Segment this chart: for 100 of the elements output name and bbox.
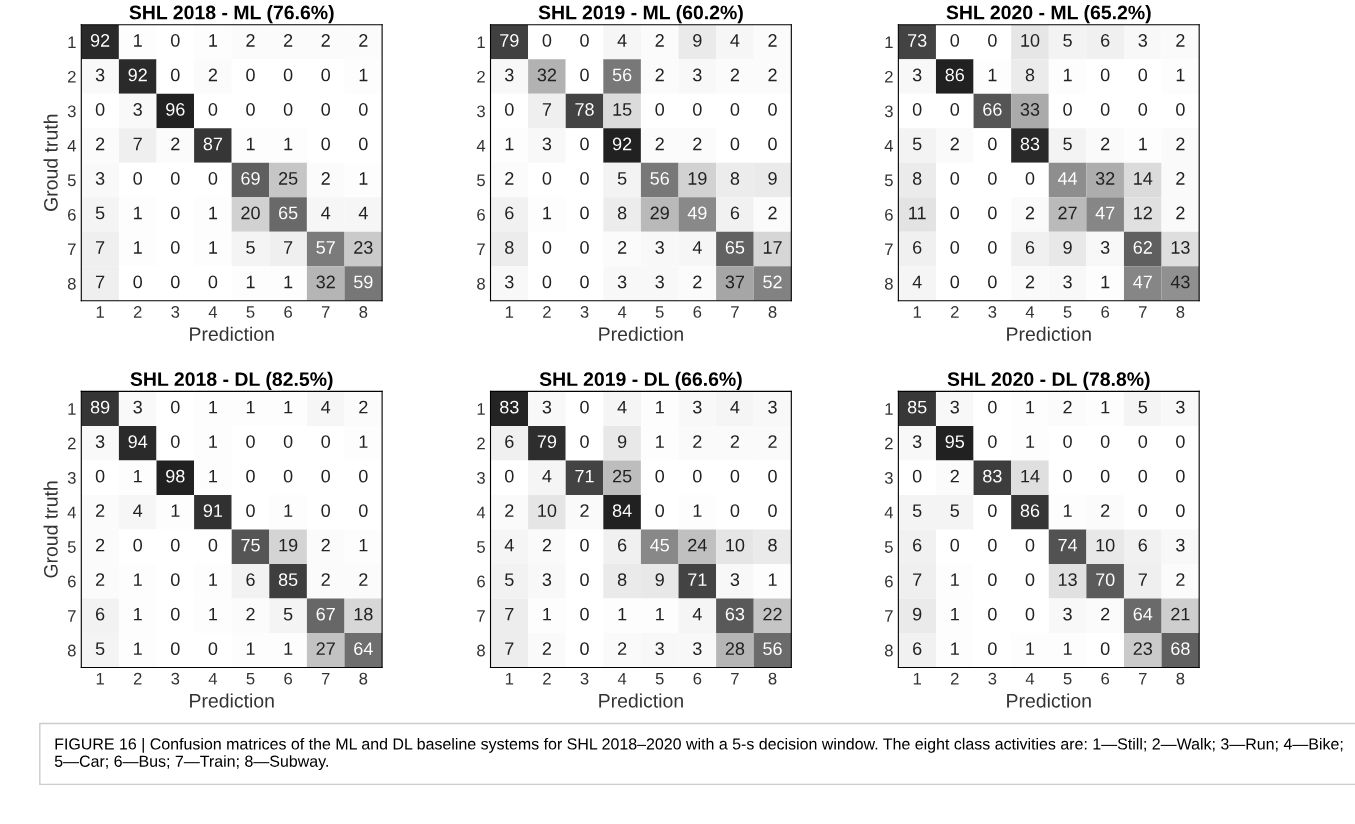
y-tick-label: 6 bbox=[68, 208, 76, 221]
data-label: 0 bbox=[580, 275, 589, 289]
data-label: 85 bbox=[907, 400, 927, 414]
y-tick-label: 4 bbox=[884, 140, 894, 152]
x-tick-label: 3 bbox=[988, 672, 997, 685]
x-tick-label: 8 bbox=[359, 306, 368, 318]
data-label: 1 bbox=[693, 504, 702, 517]
data-label: 92 bbox=[128, 68, 147, 82]
data-label: 87 bbox=[203, 137, 223, 151]
x-tick-label: 3 bbox=[171, 672, 180, 685]
x-tick-label: 5 bbox=[655, 672, 664, 685]
data-label: 1 bbox=[656, 435, 664, 448]
data-label: 0 bbox=[912, 469, 922, 483]
data-label: 0 bbox=[542, 34, 552, 47]
data-label: 3 bbox=[655, 642, 664, 656]
data-label: 15 bbox=[613, 103, 632, 116]
data-label: 7 bbox=[505, 607, 514, 621]
data-label: 83 bbox=[500, 400, 519, 414]
data-label: 7 bbox=[284, 241, 293, 254]
x-tick-label: 7 bbox=[731, 306, 739, 318]
data-label: 6 bbox=[913, 241, 922, 254]
data-label: 1 bbox=[359, 538, 368, 552]
data-label: 3 bbox=[655, 275, 664, 289]
data-label: 17 bbox=[763, 241, 782, 254]
data-label: 1 bbox=[209, 241, 218, 254]
y-tick-label: 5 bbox=[477, 541, 485, 553]
data-label: 71 bbox=[575, 469, 594, 483]
data-label: 2 bbox=[321, 573, 330, 586]
data-label: 3 bbox=[1176, 400, 1185, 414]
chart-title: SHL 2019 - DL (66.6%) bbox=[539, 371, 742, 390]
data-label: 2 bbox=[171, 137, 180, 151]
data-label: 6 bbox=[730, 206, 740, 220]
data-label: 1 bbox=[284, 275, 293, 289]
x-tick-label: 6 bbox=[284, 672, 293, 685]
y-tick-label: 6 bbox=[885, 208, 893, 221]
y-tick-label: 8 bbox=[67, 277, 76, 290]
data-label: 0 bbox=[1176, 469, 1185, 483]
y-tick-label: 7 bbox=[477, 610, 485, 622]
data-label: 0 bbox=[358, 103, 368, 116]
x-tick-label: 5 bbox=[1063, 672, 1072, 685]
data-label: 6 bbox=[618, 538, 627, 552]
data-label: 0 bbox=[580, 400, 589, 414]
data-label: 0 bbox=[730, 469, 740, 483]
data-label: 0 bbox=[170, 400, 180, 414]
data-label: 65 bbox=[725, 241, 745, 254]
data-label: 2 bbox=[359, 573, 368, 586]
data-label: 2 bbox=[768, 206, 777, 220]
data-label: 19 bbox=[279, 538, 298, 552]
y-tick-label: 3 bbox=[884, 472, 893, 484]
data-label: 27 bbox=[316, 642, 335, 655]
data-label: 92 bbox=[90, 34, 110, 47]
y-tick-label: 4 bbox=[476, 140, 486, 152]
x-tick-label: 6 bbox=[693, 672, 702, 685]
data-label: 6 bbox=[505, 435, 514, 448]
data-label: 0 bbox=[768, 469, 777, 483]
data-label: 1 bbox=[618, 607, 627, 621]
data-label: 0 bbox=[133, 538, 143, 552]
data-label: 1 bbox=[134, 573, 142, 586]
data-label: 0 bbox=[988, 607, 997, 621]
data-label: 78 bbox=[575, 103, 594, 116]
data-label: 7 bbox=[1138, 573, 1147, 586]
data-label: 0 bbox=[988, 573, 997, 587]
data-label: 23 bbox=[1133, 642, 1153, 656]
data-label: 68 bbox=[1171, 642, 1190, 656]
data-label: 4 bbox=[133, 504, 143, 517]
data-label: 0 bbox=[1176, 435, 1185, 448]
data-label: 7 bbox=[542, 103, 552, 116]
data-label: 2 bbox=[655, 68, 664, 82]
data-label: 0 bbox=[321, 504, 331, 518]
data-label: 8 bbox=[730, 172, 740, 185]
data-label: 59 bbox=[353, 275, 373, 289]
data-label: 0 bbox=[950, 34, 960, 47]
data-label: 2 bbox=[950, 137, 959, 151]
data-label: 0 bbox=[1138, 103, 1148, 116]
data-label: 0 bbox=[358, 504, 368, 518]
data-label: 3 bbox=[912, 68, 922, 82]
data-label: 2 bbox=[693, 435, 702, 448]
data-label: 0 bbox=[1138, 435, 1148, 448]
data-label: 29 bbox=[650, 206, 669, 220]
caption: FIGURE 16 | Confusion matrices of the ML and DL baseline systems for SHL 2018–2020 with a 5-s decision window. The eight class activities are: 1—Still; 2—Walk; 3—Run; 4—Bike; 5—Car; 6—Bus; 7—Train; 8—Subway. bbox=[54, 737, 1343, 771]
data-label: 1 bbox=[768, 573, 777, 586]
data-label: 0 bbox=[1138, 504, 1148, 518]
data-label: 2 bbox=[1025, 206, 1035, 220]
data-label: 5 bbox=[950, 504, 960, 518]
data-label: 4 bbox=[730, 400, 740, 414]
data-label: 98 bbox=[166, 469, 185, 483]
data-label: 0 bbox=[768, 504, 777, 518]
data-label: 9 bbox=[912, 607, 922, 621]
data-label: 4 bbox=[321, 206, 331, 220]
data-label: 1 bbox=[209, 469, 218, 483]
y-tick-label: 2 bbox=[68, 70, 76, 83]
data-label: 0 bbox=[321, 137, 331, 151]
data-label: 0 bbox=[246, 68, 255, 82]
data-label: 3 bbox=[542, 573, 552, 587]
data-label: 67 bbox=[316, 607, 335, 621]
y-tick-label: 2 bbox=[477, 70, 485, 83]
x-tick-label: 1 bbox=[913, 672, 921, 685]
data-label: 95 bbox=[945, 435, 965, 448]
data-label: 18 bbox=[354, 607, 373, 621]
data-label: 0 bbox=[208, 103, 218, 116]
